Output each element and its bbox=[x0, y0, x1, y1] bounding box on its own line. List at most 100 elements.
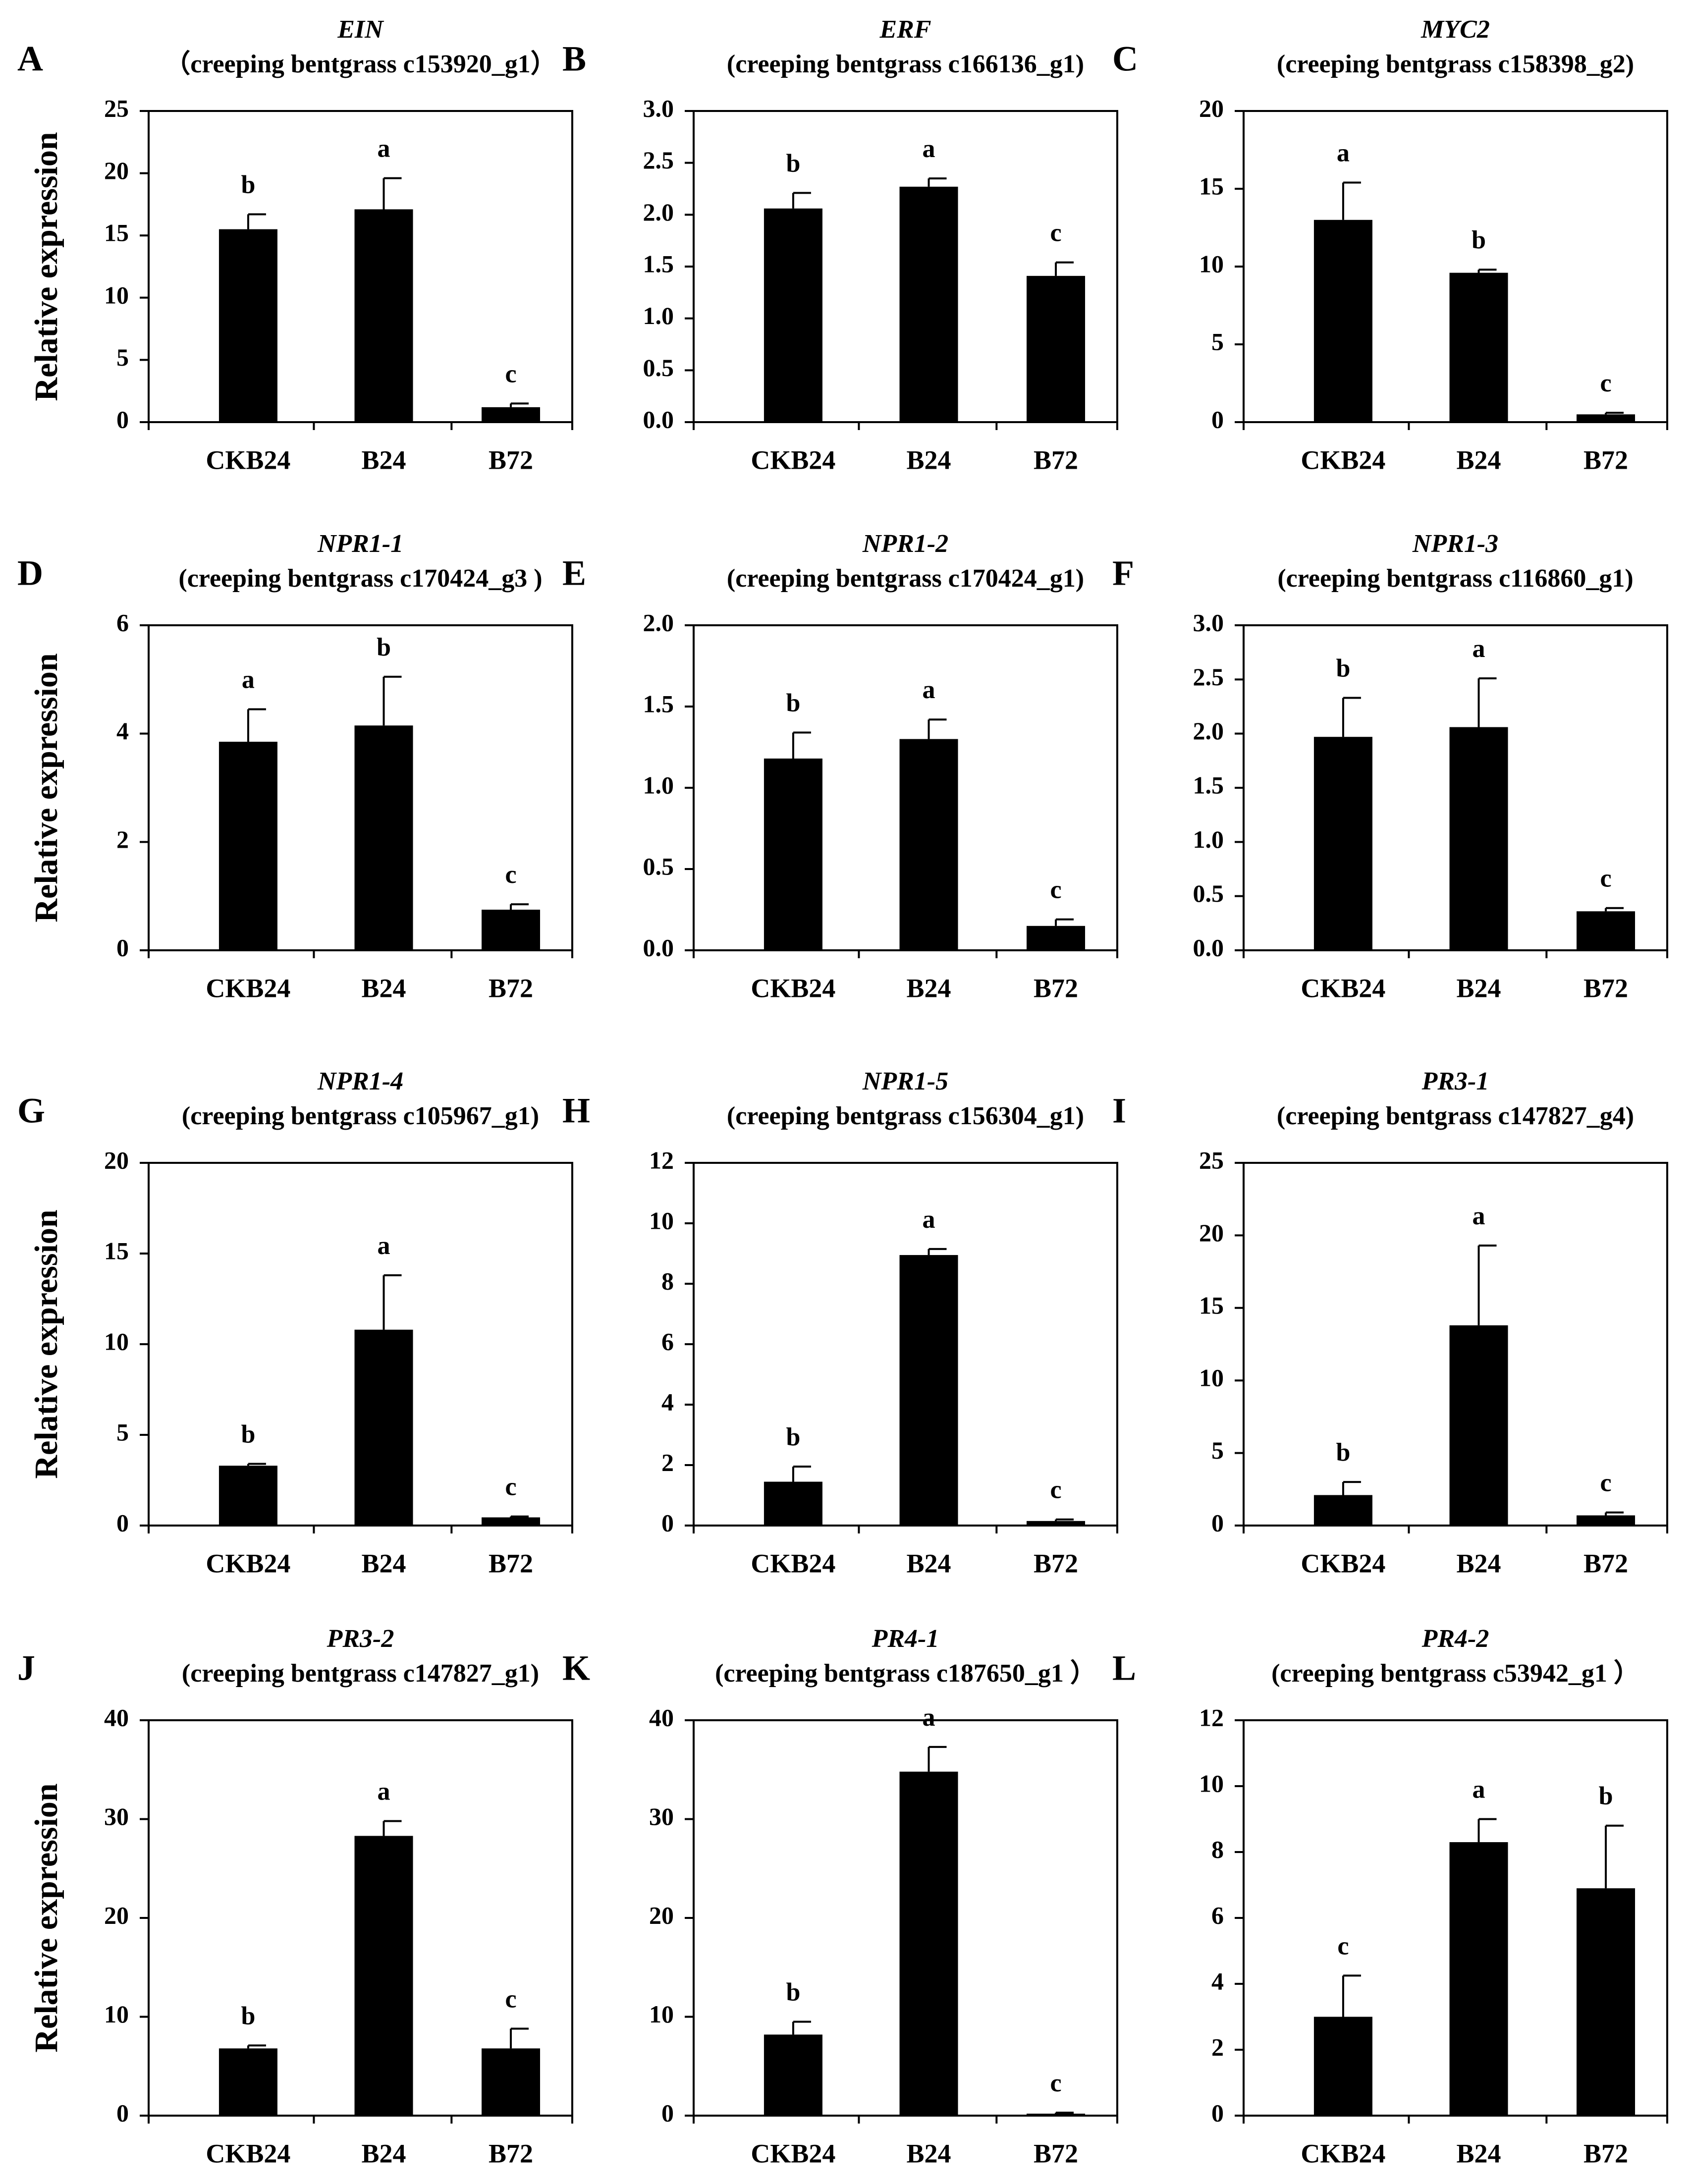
panel-h-subtitle: (creeping bentgrass c156304_g1) bbox=[727, 1102, 1084, 1130]
panel-a-bar-ckb24 bbox=[218, 229, 277, 422]
panel-e-y-tick-label: 1.0 bbox=[643, 771, 674, 799]
panel-l-significance-letter: a bbox=[1473, 1775, 1485, 1803]
panel-b-y-tick-label: 0.5 bbox=[643, 354, 674, 382]
panel-j-y-axis-title: Relative expression bbox=[28, 1783, 64, 2052]
panel-k-y-tick-label: 30 bbox=[649, 1802, 674, 1830]
panel-f-x-tick-label: B24 bbox=[1457, 973, 1501, 1003]
panel-g-significance-letter: a bbox=[378, 1232, 390, 1260]
panel-a-bar-b24 bbox=[354, 209, 413, 422]
panel-j-y-tick-label: 10 bbox=[104, 2000, 129, 2028]
panel-l-x-tick-label: B24 bbox=[1457, 2138, 1501, 2168]
panel-h-significance-letter: b bbox=[786, 1423, 800, 1451]
panel-f-gene-title: NPR1-3 bbox=[1412, 530, 1498, 558]
panel-a-y-tick-label: 0 bbox=[116, 405, 129, 433]
panel-b-gene-title: ERF bbox=[879, 15, 931, 44]
panel-e-bar-b24 bbox=[899, 739, 958, 950]
panel-g-y-axis-title: Relative expression bbox=[28, 1209, 64, 1478]
panel-l-y-tick-label: 6 bbox=[1211, 1901, 1224, 1929]
panel-j-y-tick-label: 40 bbox=[104, 1703, 129, 1731]
panel-a-y-tick-label: 15 bbox=[104, 219, 129, 247]
panel-g-subtitle: (creeping bentgrass c105967_g1) bbox=[182, 1102, 539, 1130]
panel-k-gene-title: PR4-1 bbox=[872, 1625, 939, 1653]
panel-b-y-tick-label: 2.0 bbox=[643, 198, 674, 226]
panel-e-significance-letter: a bbox=[923, 676, 935, 704]
panel-k-y-tick-label: 20 bbox=[649, 1901, 674, 1929]
panel-a-significance-letter: b bbox=[241, 170, 255, 199]
panel-a-y-tick-label: 10 bbox=[104, 281, 129, 309]
panel-f-bar-b72 bbox=[1577, 911, 1636, 950]
panel-c-significance-letter: c bbox=[1600, 369, 1611, 397]
panel-e-significance-letter: c bbox=[1050, 876, 1061, 904]
panel-h-y-tick-label: 12 bbox=[649, 1146, 674, 1174]
panel-g-gene-title: NPR1-4 bbox=[317, 1067, 403, 1095]
panel-h-label: H bbox=[562, 1091, 590, 1131]
panel-l-y-tick-label: 0 bbox=[1211, 2099, 1224, 2127]
panel-f-y-tick-label: 1.5 bbox=[1193, 771, 1224, 799]
panel-l-subtitle: (creeping bentgrass c53942_g1 ） bbox=[1271, 1659, 1639, 1688]
panel-d-x-tick-label: B72 bbox=[489, 973, 533, 1003]
panel-i-bar-ckb24 bbox=[1313, 1495, 1372, 1526]
panel-j-y-tick-label: 0 bbox=[116, 2099, 129, 2127]
panel-b-y-tick-label: 1.0 bbox=[643, 302, 674, 329]
panel-l-y-tick-label: 10 bbox=[1199, 1769, 1224, 1797]
panel-i-x-tick-label: B72 bbox=[1583, 1548, 1628, 1578]
panel-c-y-tick-label: 5 bbox=[1211, 328, 1224, 355]
panel-l-x-tick-label: CKB24 bbox=[1301, 2138, 1385, 2168]
panel-c-y-tick-label: 20 bbox=[1199, 94, 1224, 122]
panel-f-bar-b24 bbox=[1449, 727, 1508, 950]
panel-c-y-tick-label: 0 bbox=[1211, 405, 1224, 433]
panel-g-x-tick-label: B24 bbox=[362, 1548, 406, 1578]
panel-c-label: C bbox=[1112, 39, 1138, 79]
panel-h-y-tick-label: 4 bbox=[661, 1388, 674, 1416]
panel-i-y-tick-label: 20 bbox=[1199, 1219, 1224, 1247]
panel-c-bar-ckb24 bbox=[1313, 219, 1372, 422]
panel-f-x-tick-label: CKB24 bbox=[1301, 973, 1385, 1003]
panel-h-bar-b72 bbox=[1027, 1521, 1086, 1526]
panel-d-bar-b72 bbox=[482, 910, 541, 950]
panel-a-y-tick-label: 20 bbox=[104, 157, 129, 184]
panel-h-gene-title: NPR1-5 bbox=[862, 1067, 948, 1095]
panel-f-significance-letter: c bbox=[1600, 865, 1611, 893]
panel-i-label: I bbox=[1112, 1091, 1126, 1131]
panel-h-significance-letter: a bbox=[923, 1205, 935, 1234]
panel-h-y-tick-label: 10 bbox=[649, 1206, 674, 1234]
panel-g-bar-b72 bbox=[482, 1517, 541, 1526]
panel-j-y-tick-label: 30 bbox=[104, 1802, 129, 1830]
panel-j-significance-letter: a bbox=[378, 1777, 390, 1805]
panel-c-x-tick-label: B72 bbox=[1583, 445, 1628, 475]
panel-l-bar-b72 bbox=[1577, 1888, 1636, 2116]
panel-e-subtitle: (creeping bentgrass c170424_g1) bbox=[727, 564, 1084, 593]
panel-b-x-tick-label: B24 bbox=[907, 445, 951, 475]
panel-i-y-tick-label: 25 bbox=[1199, 1146, 1224, 1174]
panel-j-x-tick-label: B72 bbox=[489, 2138, 533, 2168]
panel-e-x-tick-label: B72 bbox=[1034, 973, 1078, 1003]
panel-e-y-tick-label: 2.0 bbox=[643, 608, 674, 636]
panel-j-x-tick-label: B24 bbox=[362, 2138, 406, 2168]
panel-h-y-tick-label: 8 bbox=[661, 1267, 674, 1295]
panel-h-x-tick-label: B24 bbox=[907, 1548, 951, 1578]
panel-d-x-tick-label: B24 bbox=[362, 973, 406, 1003]
panel-j-y-tick-label: 20 bbox=[104, 1901, 129, 1929]
panel-l-bar-b24 bbox=[1449, 1842, 1508, 2116]
panel-k-bar-ckb24 bbox=[764, 2034, 822, 2116]
panel-f-significance-letter: b bbox=[1336, 654, 1350, 682]
panel-c-x-tick-label: B24 bbox=[1457, 445, 1501, 475]
panel-b-bar-b24 bbox=[899, 186, 958, 422]
panel-l-significance-letter: c bbox=[1337, 1932, 1349, 1960]
panel-f-y-tick-label: 1.0 bbox=[1193, 825, 1224, 853]
panel-a-x-tick-label: B24 bbox=[362, 445, 406, 475]
panel-f-y-tick-label: 0.5 bbox=[1193, 879, 1224, 907]
panel-f-label: F bbox=[1112, 553, 1134, 593]
panel-l-gene-title: PR4-2 bbox=[1421, 1625, 1489, 1653]
panel-a-y-axis-title: Relative expression bbox=[28, 132, 64, 401]
panel-g-y-tick-label: 5 bbox=[116, 1418, 129, 1446]
panel-b-bar-ckb24 bbox=[764, 208, 822, 422]
panel-i-subtitle: (creeping bentgrass c147827_g4) bbox=[1277, 1102, 1634, 1130]
panel-i-x-tick-label: CKB24 bbox=[1301, 1548, 1385, 1578]
panel-d-y-tick-label: 2 bbox=[116, 825, 129, 853]
panel-c-x-tick-label: CKB24 bbox=[1301, 445, 1385, 475]
panel-b-x-tick-label: CKB24 bbox=[751, 445, 835, 475]
panel-g-y-tick-label: 20 bbox=[104, 1146, 129, 1174]
panel-d-bar-ckb24 bbox=[218, 742, 277, 950]
panel-e-gene-title: NPR1-2 bbox=[862, 530, 948, 558]
